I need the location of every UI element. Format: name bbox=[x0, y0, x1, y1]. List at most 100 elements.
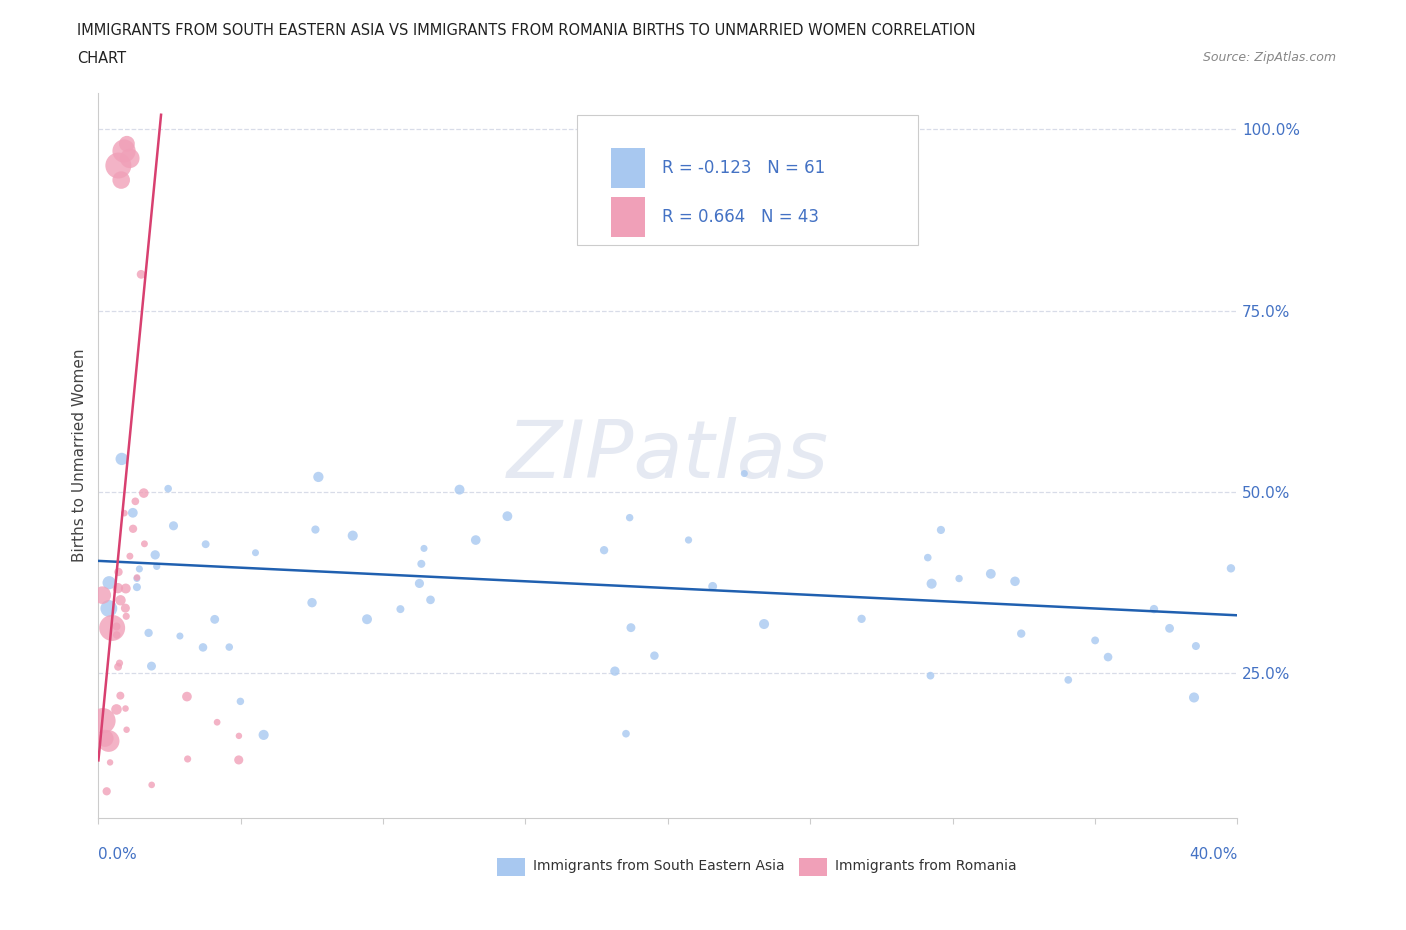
Point bbox=[98, 755, 121, 770]
Point bbox=[342, 528, 364, 543]
Point bbox=[702, 579, 724, 594]
Point bbox=[851, 611, 873, 626]
Point bbox=[112, 506, 135, 521]
Point bbox=[253, 727, 276, 742]
Point bbox=[245, 545, 267, 560]
Point bbox=[921, 577, 943, 591]
Point bbox=[101, 620, 124, 635]
Point bbox=[194, 537, 217, 551]
Bar bbox=[612, 197, 645, 237]
Point bbox=[205, 715, 228, 730]
Point bbox=[105, 619, 128, 634]
Point bbox=[112, 143, 135, 158]
Point bbox=[110, 688, 132, 703]
Point bbox=[118, 549, 141, 564]
Point bbox=[91, 713, 114, 728]
Point bbox=[389, 602, 412, 617]
Point bbox=[134, 537, 156, 551]
Point bbox=[191, 640, 214, 655]
Point bbox=[1057, 672, 1080, 687]
Point bbox=[419, 592, 441, 607]
Point bbox=[96, 784, 118, 799]
Point bbox=[614, 726, 637, 741]
Point bbox=[752, 617, 775, 631]
Bar bbox=[498, 858, 526, 876]
Point bbox=[307, 470, 329, 485]
Point bbox=[138, 626, 160, 641]
Point bbox=[593, 543, 616, 558]
Point bbox=[114, 701, 136, 716]
Point bbox=[980, 566, 1002, 581]
Point bbox=[917, 551, 939, 565]
Point bbox=[356, 612, 378, 627]
Text: 40.0%: 40.0% bbox=[1189, 847, 1237, 862]
Point bbox=[1219, 561, 1241, 576]
Point bbox=[125, 570, 148, 585]
Point bbox=[141, 777, 163, 792]
Text: R = 0.664   N = 43: R = 0.664 N = 43 bbox=[662, 208, 820, 226]
Point bbox=[110, 592, 132, 607]
Text: Source: ZipAtlas.com: Source: ZipAtlas.com bbox=[1202, 51, 1336, 64]
Point bbox=[620, 620, 643, 635]
Point bbox=[176, 689, 198, 704]
Point bbox=[162, 518, 184, 533]
Bar bbox=[612, 149, 645, 189]
Text: ZIPatlas: ZIPatlas bbox=[506, 417, 830, 495]
Point bbox=[1185, 639, 1208, 654]
Point bbox=[105, 702, 128, 717]
Point bbox=[1159, 621, 1181, 636]
Point bbox=[129, 267, 152, 282]
Point bbox=[204, 612, 226, 627]
Point bbox=[107, 565, 129, 579]
Point bbox=[920, 669, 942, 684]
Point bbox=[125, 579, 148, 594]
Point bbox=[115, 137, 138, 152]
Point bbox=[108, 656, 131, 671]
Point bbox=[94, 731, 117, 746]
Point bbox=[1097, 650, 1119, 665]
Point bbox=[110, 173, 132, 188]
Point bbox=[107, 659, 129, 674]
Point bbox=[1143, 602, 1166, 617]
Point bbox=[124, 494, 146, 509]
Point bbox=[122, 522, 145, 537]
Point bbox=[229, 694, 252, 709]
Point bbox=[733, 466, 755, 481]
Text: IMMIGRANTS FROM SOUTH EASTERN ASIA VS IMMIGRANTS FROM ROMANIA BIRTHS TO UNMARRIE: IMMIGRANTS FROM SOUTH EASTERN ASIA VS IM… bbox=[77, 23, 976, 38]
FancyBboxPatch shape bbox=[576, 114, 918, 246]
Text: 0.0%: 0.0% bbox=[98, 847, 138, 862]
Point bbox=[1182, 690, 1205, 705]
Point bbox=[107, 580, 129, 595]
Point bbox=[141, 658, 163, 673]
Point bbox=[228, 752, 250, 767]
Point bbox=[449, 482, 471, 497]
Point bbox=[97, 601, 120, 616]
Point bbox=[464, 533, 486, 548]
Point bbox=[301, 595, 323, 610]
Point bbox=[176, 751, 198, 766]
Point bbox=[948, 571, 970, 586]
Point bbox=[413, 541, 436, 556]
Point bbox=[496, 509, 519, 524]
Point bbox=[98, 576, 121, 591]
Point bbox=[929, 523, 952, 538]
Point bbox=[619, 511, 641, 525]
Point bbox=[132, 485, 155, 500]
Text: R = -0.123   N = 61: R = -0.123 N = 61 bbox=[662, 159, 825, 178]
Point bbox=[411, 556, 433, 571]
Point bbox=[304, 522, 326, 537]
Text: Immigrants from Romania: Immigrants from Romania bbox=[835, 859, 1017, 873]
Y-axis label: Births to Unmarried Women: Births to Unmarried Women bbox=[72, 349, 87, 563]
Point bbox=[143, 548, 166, 563]
Point bbox=[115, 609, 138, 624]
Point bbox=[115, 723, 138, 737]
Point bbox=[1084, 633, 1107, 648]
Point bbox=[114, 581, 136, 596]
Point bbox=[111, 451, 134, 466]
Point bbox=[157, 481, 180, 496]
Point bbox=[169, 629, 191, 644]
Point bbox=[218, 640, 240, 655]
Bar bbox=[799, 858, 827, 876]
Point bbox=[121, 505, 143, 520]
Point bbox=[1004, 574, 1026, 589]
